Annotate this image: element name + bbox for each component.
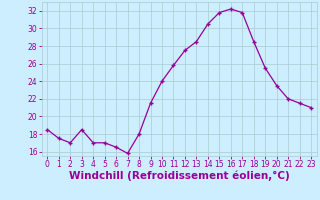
X-axis label: Windchill (Refroidissement éolien,°C): Windchill (Refroidissement éolien,°C) <box>69 171 290 181</box>
